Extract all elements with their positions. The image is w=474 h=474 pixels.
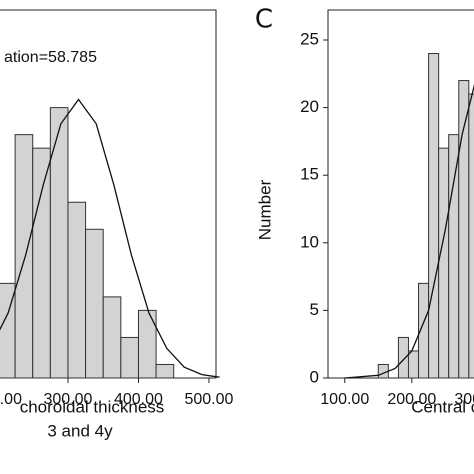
bar — [32, 147, 51, 379]
x-axis-label: Central ch — [411, 397, 474, 416]
x-tick-label: 100.00 — [320, 391, 369, 408]
bar — [407, 350, 420, 379]
x-tick-label: 300.00 — [44, 391, 93, 408]
bar — [428, 53, 440, 379]
bar — [438, 147, 450, 379]
x-tick-label: 300.00 — [454, 391, 474, 408]
y-tick-label: 5 — [310, 300, 319, 319]
x-axis-label: choroidal thickness — [20, 397, 165, 416]
x-tick-label: 400.00 — [114, 391, 163, 408]
bar — [397, 336, 409, 379]
fit-curve — [344, 84, 474, 379]
x-tick-label: 200.00 — [0, 391, 22, 408]
y-tick-label: 0 — [310, 367, 319, 386]
bar — [137, 309, 157, 379]
annotation: ation=58.785 — [4, 49, 97, 66]
x-axis-label: 3 and 4y — [47, 421, 113, 440]
fit-curve — [0, 98, 220, 378]
bar — [102, 296, 122, 379]
bar — [155, 363, 175, 379]
x-tick-label: 500.00 — [184, 391, 233, 408]
y-tick-label: 10 — [300, 232, 319, 251]
panel-label: C — [255, 5, 273, 35]
bar — [49, 107, 69, 379]
x-tick-label: 200.00 — [387, 391, 436, 408]
bar — [67, 201, 87, 379]
bar — [14, 134, 34, 379]
bar — [468, 93, 474, 379]
y-tick-label: 15 — [300, 165, 319, 184]
bar — [85, 228, 104, 379]
bar — [448, 134, 460, 379]
y-tick-label: 20 — [300, 97, 319, 116]
bar — [120, 336, 139, 379]
y-tick-label: 25 — [300, 29, 319, 48]
y-axis-label: Number — [255, 179, 274, 240]
